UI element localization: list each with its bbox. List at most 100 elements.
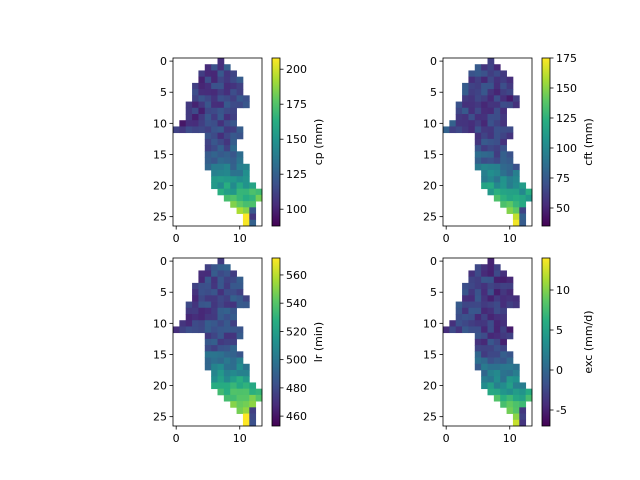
heatmap-cell xyxy=(493,188,501,196)
heatmap-cell xyxy=(204,82,212,90)
heatmap-cell xyxy=(487,376,495,383)
colorbar-tick-label: 125 xyxy=(286,168,307,181)
heatmap-cell xyxy=(506,207,514,214)
heatmap-cell xyxy=(211,289,218,296)
heatmap-cell xyxy=(468,95,476,102)
heatmap-cell xyxy=(230,282,237,290)
heatmap-cell xyxy=(211,76,218,84)
heatmap-cell xyxy=(487,289,495,296)
heatmap-cell xyxy=(211,363,218,371)
heatmap-cell xyxy=(493,138,501,146)
heatmap-cell xyxy=(217,76,225,84)
heatmap-cell xyxy=(211,95,218,102)
heatmap-cell xyxy=(249,382,257,390)
heatmap-cell xyxy=(217,307,225,315)
heatmap-cell xyxy=(192,114,199,121)
colorbar-tick-label: 175 xyxy=(286,98,307,111)
heatmap-cell xyxy=(468,120,476,127)
heatmap-cell xyxy=(487,270,495,278)
heatmap-cell xyxy=(493,76,501,84)
heatmap-cell xyxy=(230,270,237,278)
heatmap-cell xyxy=(242,363,250,371)
colorbar xyxy=(272,258,280,426)
heatmap-cell xyxy=(242,376,250,383)
heatmap-cell xyxy=(506,363,514,371)
heatmap-cell xyxy=(204,338,212,346)
heatmap-cell xyxy=(455,320,463,327)
heatmap-cell xyxy=(493,182,501,190)
heatmap-cell xyxy=(198,282,206,290)
heatmap-cell xyxy=(487,295,495,302)
heatmap-cell xyxy=(223,64,231,71)
heatmap-cell xyxy=(211,314,218,321)
heatmap-cell xyxy=(242,95,250,102)
heatmap-cell xyxy=(198,326,206,334)
heatmap-cell xyxy=(506,301,514,309)
heatmap-cell xyxy=(500,301,507,309)
heatmap-cell xyxy=(223,376,231,383)
heatmap-cell xyxy=(230,382,237,390)
heatmap-cell xyxy=(211,70,218,78)
heatmap-cell xyxy=(223,145,231,152)
heatmap-cell xyxy=(474,307,482,315)
heatmap-cell xyxy=(493,70,501,78)
colorbar-tick-label: 500 xyxy=(286,354,307,367)
heatmap-cell xyxy=(506,182,514,190)
heatmap-cell xyxy=(198,126,206,134)
heatmap-cell xyxy=(481,170,488,177)
heatmap-cell xyxy=(468,320,476,327)
heatmap-cell xyxy=(211,132,218,140)
heatmap-cell xyxy=(192,89,199,96)
heatmap-cell xyxy=(487,351,495,358)
x-tick-label: 0 xyxy=(443,432,450,445)
colorbar-tick-label: 50 xyxy=(556,202,570,215)
heatmap-cell xyxy=(474,264,482,271)
heatmap-cell xyxy=(474,270,482,278)
heatmap-cell xyxy=(481,76,488,84)
heatmap-cell xyxy=(198,89,206,96)
y-tick-label: 5 xyxy=(160,286,167,299)
heatmap-cell xyxy=(443,126,450,134)
heatmap-cell xyxy=(519,388,527,396)
heatmap-cell xyxy=(198,76,206,84)
heatmap-cell xyxy=(230,107,237,115)
heatmap-cell xyxy=(500,345,507,352)
heatmap-cell xyxy=(255,188,263,196)
heatmap-cell xyxy=(481,107,488,115)
x-tick-label: 0 xyxy=(443,232,450,245)
heatmap-cell xyxy=(449,326,457,334)
heatmap-cell xyxy=(185,320,193,327)
heatmap-cell xyxy=(223,307,231,315)
heatmap-cell xyxy=(217,338,225,346)
heatmap-cell xyxy=(493,170,501,177)
heatmap-cell xyxy=(449,320,457,327)
heatmap-cell xyxy=(204,332,212,340)
heatmap-cell xyxy=(500,394,507,402)
heatmap-cell xyxy=(462,126,469,134)
heatmap-cell xyxy=(236,82,244,90)
heatmap-cell xyxy=(487,345,495,352)
heatmap-cell xyxy=(192,101,199,109)
heatmap-cell xyxy=(487,176,495,183)
heatmap-cell xyxy=(223,357,231,365)
heatmap-cell xyxy=(242,188,250,196)
heatmap-cell xyxy=(179,120,187,127)
heatmap-cell xyxy=(500,107,507,115)
heatmap-cell xyxy=(512,382,520,390)
heatmap-cell xyxy=(236,276,244,284)
heatmap-cell xyxy=(236,76,244,84)
heatmap-cell xyxy=(481,382,488,390)
heatmap-cell xyxy=(487,145,495,152)
heatmap-cell xyxy=(474,89,482,96)
colorbar-label: exc (mm/d) xyxy=(582,310,595,373)
heatmap-cell xyxy=(487,126,495,134)
heatmap-cell xyxy=(249,188,257,196)
heatmap-cell xyxy=(223,120,231,127)
heatmap-cell xyxy=(493,382,501,390)
heatmap-cell xyxy=(449,126,457,134)
heatmap-cell xyxy=(512,188,520,196)
heatmap-cell xyxy=(211,295,218,302)
heatmap-cell xyxy=(500,132,507,140)
heatmap-cell xyxy=(230,82,237,90)
heatmap-cell xyxy=(519,401,527,408)
